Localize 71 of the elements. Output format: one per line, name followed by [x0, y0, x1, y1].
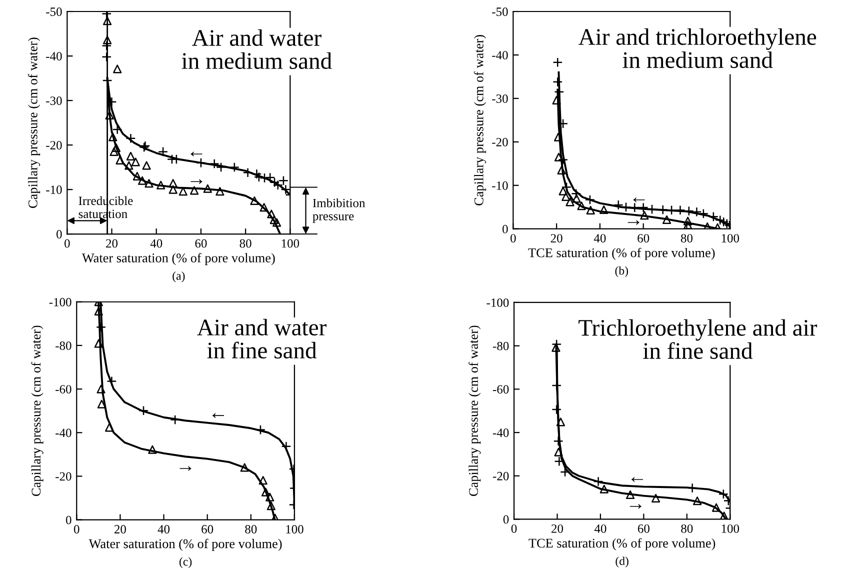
x-tick-label: 40: [594, 524, 606, 533]
x-tick-label: 20: [114, 525, 126, 534]
y-tick-label: -20: [46, 141, 62, 150]
x-tick-label: 100: [722, 234, 740, 243]
x-axis-title: TCE saturation (% of pore volume): [528, 538, 716, 550]
x-tick-label: 80: [680, 234, 693, 243]
text: Air and water in medium sand: [182, 29, 332, 69]
y-axis-title: Capillary pressure (cm of water): [28, 38, 40, 208]
x-axis-title: Water saturation (% of pore volume): [82, 253, 275, 266]
annotation: ←: [633, 198, 645, 202]
y-tick-label: -20: [492, 138, 508, 146]
x-tick-label: 80: [240, 239, 252, 248]
annotation: ←: [212, 413, 224, 418]
x-tick-label: 60: [195, 239, 207, 248]
y-tick-label: -20: [492, 472, 509, 480]
x-tick-label: 100: [282, 239, 300, 248]
x-tick-label: 0: [74, 525, 80, 534]
x-tick-label: 100: [722, 524, 740, 533]
y-tick-label: -20: [56, 472, 72, 481]
y-axis-title: Capillary pressure (cm of water): [474, 35, 486, 206]
text: Trichloroethylene and air in fine sand: [578, 319, 818, 359]
annotation: →: [180, 466, 192, 471]
y-tick-label: 0: [503, 515, 509, 524]
x-axis-title: TCE saturation (% of pore volume): [528, 248, 715, 260]
y-tick-label: -100: [486, 298, 509, 307]
text: Air and water in fine sand: [197, 318, 326, 359]
y-tick-label: -60: [492, 385, 509, 394]
text: (c): [180, 557, 192, 568]
x-tick-label: 40: [150, 239, 162, 248]
text: (a): [172, 272, 185, 282]
y-tick-label: -10: [46, 186, 62, 194]
annotation: Imbibition pressure: [312, 198, 366, 223]
x-tick-label: 20: [552, 524, 564, 533]
x-tick-label: 20: [106, 239, 118, 248]
y-tick-label: -80: [56, 341, 72, 350]
text: Air and trichloroethylene in medium sand: [578, 28, 816, 68]
annotation: →: [630, 504, 642, 509]
text: (d): [616, 556, 628, 568]
x-tick-label: 60: [638, 524, 650, 533]
annotation: ←: [190, 152, 202, 156]
y-tick-label: -30: [46, 96, 62, 105]
y-tick-label: -50: [46, 8, 62, 16]
y-tick-label: -60: [56, 385, 72, 394]
x-tick-label: 60: [638, 234, 650, 243]
x-tick-label: 40: [594, 234, 606, 243]
x-tick-label: 100: [286, 525, 304, 534]
y-tick-label: 0: [66, 516, 72, 524]
y-tick-label: -50: [492, 8, 508, 16]
y-tick-label: 0: [502, 224, 508, 234]
annotation: →: [628, 220, 640, 225]
x-tick-label: 60: [202, 525, 214, 534]
y-tick-label: -40: [56, 428, 72, 438]
y-tick-label: -40: [492, 50, 508, 60]
x-tick-label: 80: [245, 525, 257, 534]
y-tick-label: -40: [492, 428, 509, 437]
x-axis-title: Water saturation (% of pore volume): [88, 538, 282, 551]
y-axis-title: Capillary pressure (cm of water): [31, 326, 44, 496]
y-tick-label: -10: [492, 181, 508, 190]
x-tick-label: 40: [158, 525, 170, 534]
x-tick-label: 0: [510, 234, 516, 243]
x-tick-label: 0: [511, 524, 517, 533]
text: (b): [615, 266, 628, 278]
y-tick-label: -100: [49, 298, 72, 306]
y-tick-label: -30: [492, 94, 508, 103]
x-tick-label: 80: [681, 524, 693, 533]
annotation: ←: [631, 477, 643, 482]
x-tick-label: 20: [550, 234, 562, 243]
y-axis-title: Capillary pressure (cm of water): [468, 326, 481, 496]
annotation: →: [190, 179, 202, 184]
y-tick-label: -80: [492, 342, 509, 350]
y-tick-label: -40: [46, 52, 62, 60]
